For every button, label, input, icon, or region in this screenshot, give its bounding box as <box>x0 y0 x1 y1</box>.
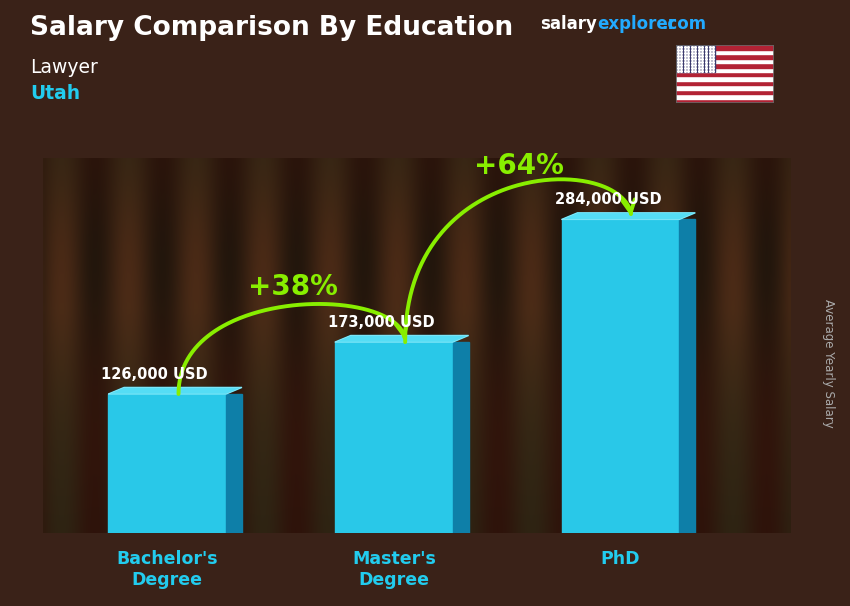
Bar <box>676 45 715 72</box>
Polygon shape <box>562 219 679 533</box>
Bar <box>676 55 774 59</box>
Bar <box>676 90 774 94</box>
Bar <box>676 45 774 50</box>
Text: 126,000 USD: 126,000 USD <box>101 367 208 382</box>
Bar <box>676 85 774 90</box>
Text: salary: salary <box>540 15 597 33</box>
Bar <box>676 81 774 85</box>
Bar <box>676 72 774 76</box>
Text: Utah: Utah <box>30 84 80 102</box>
Bar <box>676 99 774 103</box>
Text: Average Yearly Salary: Average Yearly Salary <box>822 299 836 428</box>
Text: .com: .com <box>661 15 706 33</box>
Bar <box>676 50 774 55</box>
Polygon shape <box>335 342 453 533</box>
Polygon shape <box>453 342 468 533</box>
Text: +38%: +38% <box>247 273 337 301</box>
Text: explorer: explorer <box>598 15 677 33</box>
Bar <box>676 76 774 81</box>
Text: 284,000 USD: 284,000 USD <box>555 192 661 207</box>
Text: Lawyer: Lawyer <box>30 58 98 76</box>
Polygon shape <box>562 213 695 219</box>
Bar <box>676 63 774 68</box>
Polygon shape <box>335 336 468 342</box>
Bar <box>676 68 774 72</box>
Polygon shape <box>226 394 242 533</box>
Text: Salary Comparison By Education: Salary Comparison By Education <box>30 15 513 41</box>
Bar <box>676 94 774 99</box>
Polygon shape <box>108 394 226 533</box>
Text: +64%: +64% <box>474 152 564 181</box>
Bar <box>676 59 774 63</box>
Text: 173,000 USD: 173,000 USD <box>328 315 434 330</box>
Polygon shape <box>679 219 695 533</box>
Polygon shape <box>108 387 242 394</box>
